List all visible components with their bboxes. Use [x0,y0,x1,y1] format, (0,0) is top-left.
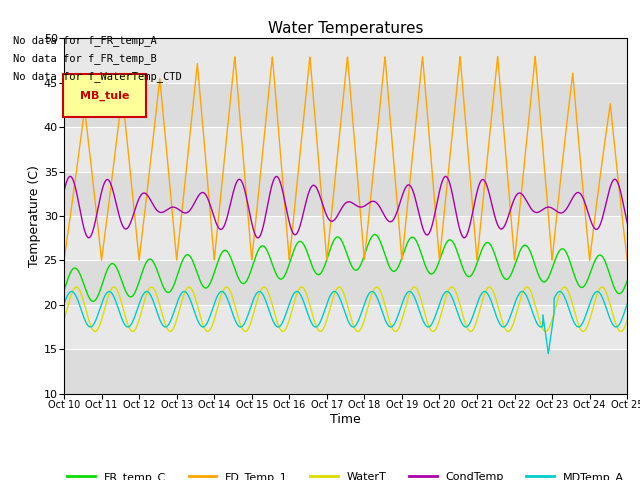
WaterT [158,309,166,315]
WaterT [552,305,559,311]
FD_Temp_1 [623,257,631,263]
Bar [64,83,627,127]
MDTemp_A [60,301,68,307]
WaterT [276,326,284,332]
Text: No data for f_WaterTemp_CTD: No data for f_WaterTemp_CTD [13,71,182,82]
FR_temp_C [60,288,68,293]
FD_Temp_1 [301,108,308,114]
Bar [64,171,627,216]
Bar [64,349,627,394]
CondTemp [60,189,68,194]
CondTemp [254,235,262,241]
FD_Temp_1 [124,149,132,155]
WaterT [579,328,587,334]
FD_Temp_1 [158,96,166,101]
WaterT [623,317,631,323]
CondTemp [67,173,74,179]
Bar [64,305,627,349]
X-axis label: Time: Time [330,413,361,426]
WaterT [124,323,132,328]
CondTemp [301,204,308,210]
Bar [64,38,627,83]
FR_temp_C [89,299,97,304]
Line: CondTemp: CondTemp [64,176,627,238]
FR_temp_C [623,278,631,284]
FR_temp_C [158,280,166,286]
MDTemp_A [158,321,166,326]
FR_temp_C [612,289,620,295]
CondTemp [552,208,559,214]
MDTemp_A [301,301,308,307]
FD_Temp_1 [612,160,620,166]
Line: FD_Temp_1: FD_Temp_1 [64,57,627,260]
FR_temp_C [276,276,284,282]
Line: WaterT: WaterT [64,287,627,331]
MDTemp_A [331,288,339,294]
Bar [64,216,627,260]
Legend: FR_temp_C, FD_Temp_1, WaterT, CondTemp, MDTemp_A: FR_temp_C, FD_Temp_1, WaterT, CondTemp, … [63,468,628,480]
FR_temp_C [552,255,559,261]
Line: MDTemp_A: MDTemp_A [64,291,627,353]
CondTemp [612,178,620,183]
CondTemp [623,220,631,226]
CondTemp [158,210,166,216]
Text: No data for f_FR_temp_B: No data for f_FR_temp_B [13,53,157,64]
FD_Temp_1 [276,145,284,151]
WaterT [612,323,620,329]
FR_temp_C [125,293,132,299]
Line: FR_temp_C: FR_temp_C [64,235,627,301]
FD_Temp_1 [531,54,539,60]
MDTemp_A [124,324,132,330]
FR_temp_C [301,243,308,249]
MDTemp_A [623,301,631,307]
Text: No data for f_FR_temp_A: No data for f_FR_temp_A [13,35,157,46]
MDTemp_A [552,292,559,298]
WaterT [561,284,568,290]
FR_temp_C [371,232,379,238]
Y-axis label: Temperature (C): Temperature (C) [28,165,41,267]
CondTemp [276,180,284,185]
Bar [64,260,627,305]
FD_Temp_1 [552,223,559,229]
FD_Temp_1 [60,257,68,263]
WaterT [301,287,308,292]
Bar [64,127,627,171]
MDTemp_A [545,350,552,356]
MDTemp_A [612,324,620,330]
Text: MB_tule: MB_tule [80,90,129,101]
CondTemp [125,224,132,230]
MDTemp_A [276,323,284,329]
Title: Water Temperatures: Water Temperatures [268,21,423,36]
WaterT [60,317,68,323]
